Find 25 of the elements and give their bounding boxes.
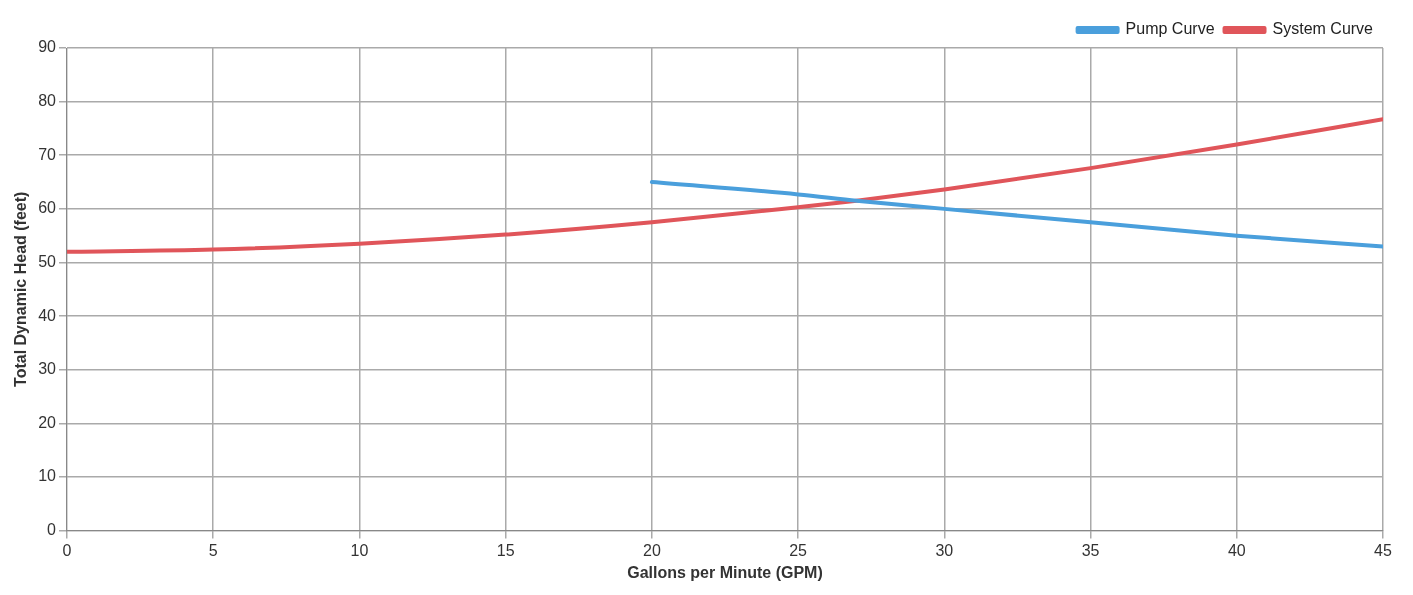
x-tick-label: 15 bbox=[496, 541, 515, 559]
x-tick-label: 40 bbox=[1227, 541, 1246, 559]
y-tick-label: 40 bbox=[38, 306, 57, 324]
y-tick-label: 20 bbox=[38, 413, 57, 431]
x-tick-label: 30 bbox=[935, 541, 954, 559]
x-tick-label: 5 bbox=[208, 541, 218, 559]
x-tick-label: 25 bbox=[789, 541, 808, 559]
y-tick-label: 90 bbox=[38, 38, 57, 56]
legend-label: System Curve bbox=[1272, 20, 1374, 38]
y-tick-label: 60 bbox=[38, 199, 57, 217]
x-tick-label: 45 bbox=[1374, 541, 1392, 559]
y-tick-label: 50 bbox=[38, 252, 57, 270]
x-axis-title: Gallons per Minute (GPM) bbox=[627, 563, 823, 581]
x-tick-label: 10 bbox=[350, 541, 369, 559]
y-tick-label: 30 bbox=[38, 360, 57, 378]
x-tick-label: 20 bbox=[642, 541, 661, 559]
y-tick-label: 10 bbox=[38, 467, 57, 485]
x-tick-label: 0 bbox=[62, 541, 72, 559]
y-tick-label: 80 bbox=[38, 92, 57, 110]
y-tick-label: 0 bbox=[47, 521, 57, 539]
y-axis-title: Total Dynamic Head (feet) bbox=[12, 191, 30, 387]
legend-label: Pump Curve bbox=[1125, 20, 1215, 38]
line-series bbox=[649, 180, 1383, 249]
x-tick-label: 35 bbox=[1081, 541, 1100, 559]
y-tick-label: 70 bbox=[38, 145, 57, 163]
